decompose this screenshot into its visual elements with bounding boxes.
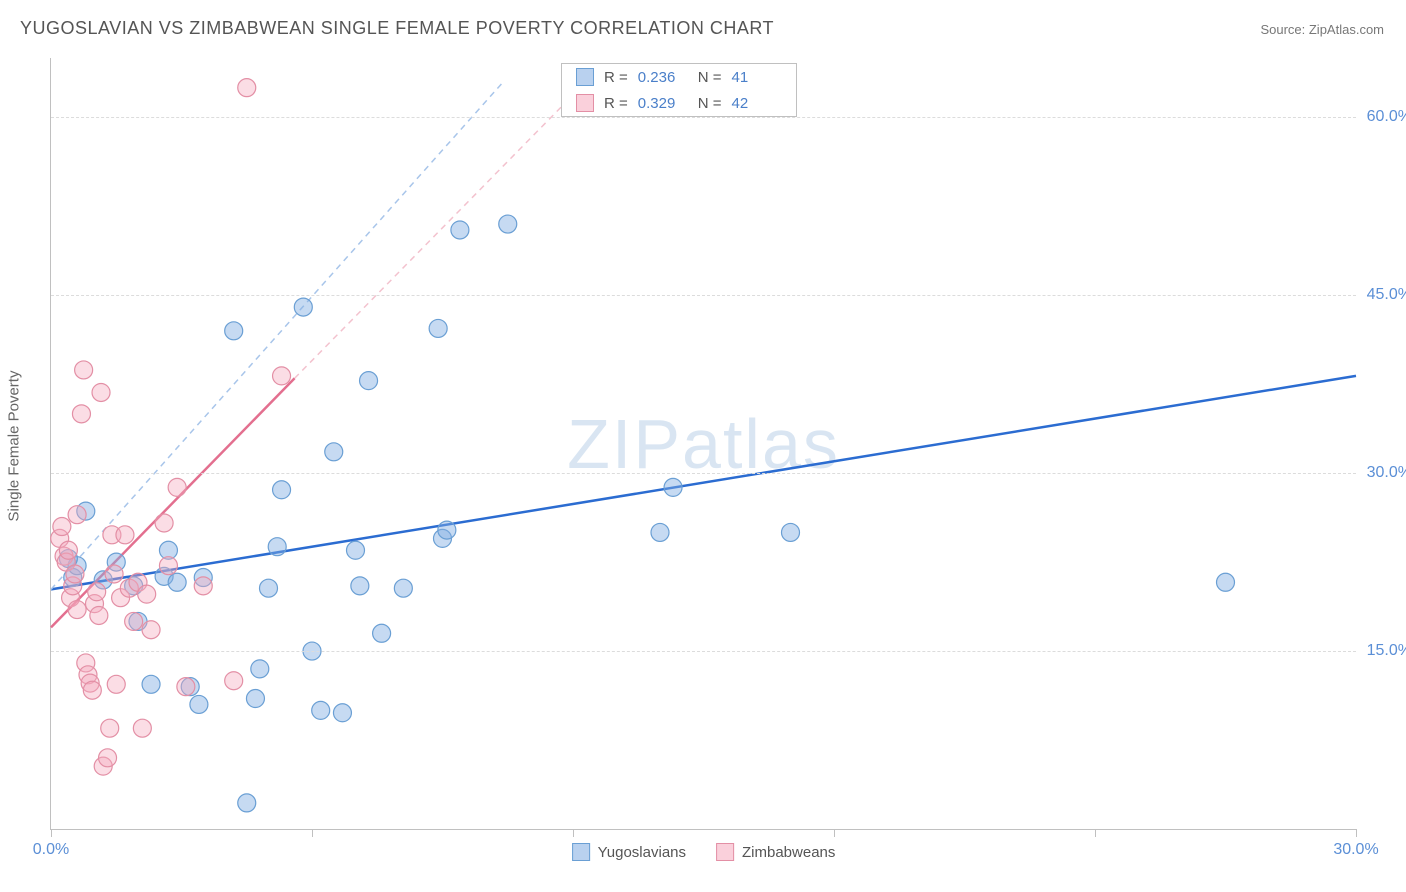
data-point bbox=[351, 577, 369, 595]
data-point bbox=[105, 565, 123, 583]
stats-row-yugoslavians: R = 0.236 N = 41 bbox=[562, 64, 796, 90]
data-point bbox=[83, 681, 101, 699]
data-point bbox=[260, 579, 278, 597]
data-point bbox=[190, 695, 208, 713]
trend-line bbox=[51, 376, 1356, 590]
data-point bbox=[138, 585, 156, 603]
data-point bbox=[225, 322, 243, 340]
n-value: 41 bbox=[732, 69, 782, 86]
data-point bbox=[88, 583, 106, 601]
data-point bbox=[66, 565, 84, 583]
x-tick bbox=[1095, 829, 1096, 837]
data-point bbox=[72, 405, 90, 423]
data-point bbox=[133, 719, 151, 737]
gridline bbox=[51, 295, 1356, 296]
scatter-svg bbox=[51, 58, 1356, 829]
data-point bbox=[651, 523, 669, 541]
n-label: N = bbox=[698, 69, 722, 86]
data-point bbox=[155, 514, 173, 532]
data-point bbox=[273, 367, 291, 385]
legend-item-zimbabweans: Zimbabweans bbox=[716, 843, 835, 861]
x-tick bbox=[834, 829, 835, 837]
data-point bbox=[273, 481, 291, 499]
x-tick bbox=[1356, 829, 1357, 837]
r-label: R = bbox=[604, 95, 628, 112]
swatch-pink-icon bbox=[716, 843, 734, 861]
swatch-blue-icon bbox=[576, 68, 594, 86]
data-point bbox=[333, 704, 351, 722]
source-label: Source: ZipAtlas.com bbox=[1260, 22, 1384, 37]
gridline bbox=[51, 651, 1356, 652]
data-point bbox=[107, 675, 125, 693]
data-point bbox=[125, 612, 143, 630]
x-tick bbox=[51, 829, 52, 837]
data-point bbox=[1217, 573, 1235, 591]
chart-container: YUGOSLAVIAN VS ZIMBABWEAN SINGLE FEMALE … bbox=[0, 0, 1406, 892]
swatch-pink-icon bbox=[576, 94, 594, 112]
data-point bbox=[194, 577, 212, 595]
data-point bbox=[782, 523, 800, 541]
data-point bbox=[68, 506, 86, 524]
x-tick-label: 0.0% bbox=[33, 841, 69, 859]
data-point bbox=[312, 701, 330, 719]
data-point bbox=[168, 573, 186, 591]
data-point bbox=[142, 621, 160, 639]
data-point bbox=[251, 660, 269, 678]
data-point bbox=[325, 443, 343, 461]
legend-item-yugoslavians: Yugoslavians bbox=[572, 843, 686, 861]
data-point bbox=[360, 372, 378, 390]
data-point bbox=[90, 606, 108, 624]
data-point bbox=[142, 675, 160, 693]
stats-box: R = 0.236 N = 41 R = 0.329 N = 42 bbox=[561, 63, 797, 117]
legend-label: Zimbabweans bbox=[742, 844, 835, 861]
data-point bbox=[101, 719, 119, 737]
data-point bbox=[225, 672, 243, 690]
x-tick bbox=[573, 829, 574, 837]
swatch-blue-icon bbox=[572, 843, 590, 861]
x-tick-label: 30.0% bbox=[1333, 841, 1378, 859]
data-point bbox=[429, 319, 447, 337]
data-point bbox=[168, 478, 186, 496]
data-point bbox=[347, 541, 365, 559]
data-point bbox=[394, 579, 412, 597]
data-point bbox=[373, 624, 391, 642]
data-point bbox=[99, 749, 117, 767]
data-point bbox=[116, 526, 134, 544]
data-point bbox=[451, 221, 469, 239]
gridline bbox=[51, 117, 1356, 118]
r-value: 0.236 bbox=[638, 69, 688, 86]
legend-bottom: Yugoslavians Zimbabweans bbox=[572, 843, 836, 861]
y-tick-label: 60.0% bbox=[1367, 108, 1406, 126]
chart-title: YUGOSLAVIAN VS ZIMBABWEAN SINGLE FEMALE … bbox=[20, 18, 774, 39]
data-point bbox=[68, 601, 86, 619]
data-point bbox=[238, 79, 256, 97]
n-label: N = bbox=[698, 95, 722, 112]
y-tick-label: 30.0% bbox=[1367, 464, 1406, 482]
data-point bbox=[294, 298, 312, 316]
data-point bbox=[438, 521, 456, 539]
data-point bbox=[499, 215, 517, 233]
gridline bbox=[51, 473, 1356, 474]
data-point bbox=[92, 383, 110, 401]
data-point bbox=[53, 518, 71, 536]
data-point bbox=[246, 690, 264, 708]
data-point bbox=[159, 557, 177, 575]
y-axis-label: Single Female Poverty bbox=[6, 371, 23, 522]
n-value: 42 bbox=[732, 95, 782, 112]
data-point bbox=[268, 538, 286, 556]
y-tick-label: 15.0% bbox=[1367, 642, 1406, 660]
r-value: 0.329 bbox=[638, 95, 688, 112]
x-tick bbox=[312, 829, 313, 837]
plot-area: ZIPatlas R = 0.236 N = 41 R = 0.329 N = … bbox=[50, 58, 1356, 830]
r-label: R = bbox=[604, 69, 628, 86]
legend-label: Yugoslavians bbox=[598, 844, 686, 861]
data-point bbox=[75, 361, 93, 379]
stats-row-zimbabweans: R = 0.329 N = 42 bbox=[562, 90, 796, 116]
y-tick-label: 45.0% bbox=[1367, 286, 1406, 304]
data-point bbox=[59, 541, 77, 559]
data-point bbox=[177, 678, 195, 696]
data-point bbox=[238, 794, 256, 812]
data-point bbox=[664, 478, 682, 496]
